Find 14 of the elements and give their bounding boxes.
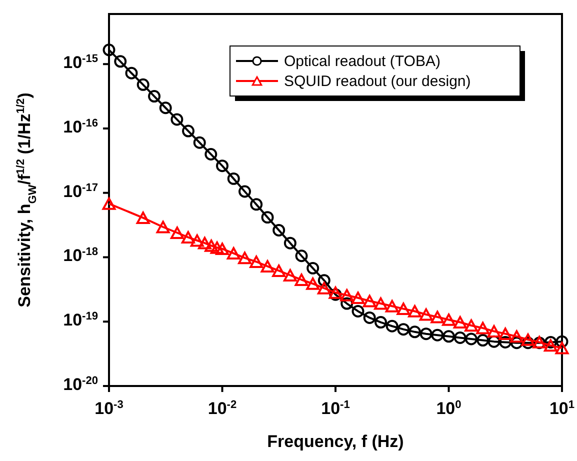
x-tick-label: 10$^{0}$ [436, 399, 462, 418]
x-tick-label: 10$^{-3}$ [94, 399, 124, 418]
x-axis-title: Frequency, f (Hz) [267, 432, 404, 451]
x-tick-label: 10$^{-1}$ [321, 399, 350, 418]
x-tick-label: 10$^{1}$ [549, 399, 575, 418]
y-tick-label: 10$^{-18}$ [63, 246, 98, 266]
x-tick-label: 10$^{-2}$ [208, 399, 237, 418]
legend-label: SQUID readout (our design) [284, 73, 471, 90]
y-tick-label: 10$^{-17}$ [63, 182, 98, 201]
y-tick-label: 10$^{-19}$ [63, 310, 98, 330]
y-tick-label: 10$^{-15}$ [63, 53, 98, 72]
legend-label: Optical readout (TOBA) [284, 53, 440, 70]
y-tick-label: 10$^{-20}$ [63, 375, 98, 394]
y-tick-label: 10$^{-16}$ [63, 117, 98, 136]
